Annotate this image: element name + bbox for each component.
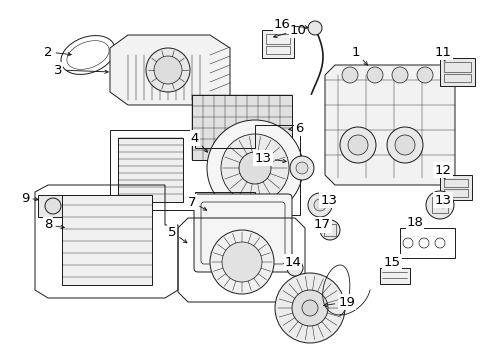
Text: 4: 4 <box>190 131 207 152</box>
Bar <box>443 62 470 72</box>
Bar <box>443 189 467 197</box>
Text: 17: 17 <box>313 219 330 231</box>
Circle shape <box>221 134 288 202</box>
Circle shape <box>206 120 303 216</box>
Text: 2: 2 <box>43 45 71 58</box>
Text: 10: 10 <box>273 23 306 38</box>
Circle shape <box>391 67 407 83</box>
Circle shape <box>209 230 273 294</box>
Bar <box>379 268 409 284</box>
Circle shape <box>425 191 453 219</box>
Circle shape <box>295 162 307 174</box>
Text: 9: 9 <box>21 192 38 204</box>
Circle shape <box>239 152 270 184</box>
Bar <box>439 58 474 86</box>
Bar <box>439 175 471 200</box>
Text: 5: 5 <box>167 225 186 243</box>
Circle shape <box>394 135 414 155</box>
Text: 13: 13 <box>254 152 285 165</box>
Circle shape <box>146 48 190 92</box>
Text: 19: 19 <box>323 296 355 309</box>
Circle shape <box>45 198 61 214</box>
Text: 8: 8 <box>44 219 64 231</box>
Text: 7: 7 <box>187 195 206 210</box>
Text: 12: 12 <box>434 163 450 179</box>
Circle shape <box>366 67 382 83</box>
Circle shape <box>302 300 317 316</box>
Text: 14: 14 <box>284 256 301 270</box>
Circle shape <box>386 127 422 163</box>
Text: 13: 13 <box>320 194 337 208</box>
Circle shape <box>274 273 345 343</box>
FancyBboxPatch shape <box>194 194 291 272</box>
Text: 3: 3 <box>54 63 108 77</box>
Bar <box>62 195 152 285</box>
Circle shape <box>222 242 262 282</box>
Polygon shape <box>325 65 454 185</box>
Text: 6: 6 <box>288 122 303 135</box>
Bar <box>265 34 289 44</box>
Circle shape <box>289 156 313 180</box>
Polygon shape <box>110 35 229 105</box>
Circle shape <box>154 56 182 84</box>
Text: 1: 1 <box>351 45 367 65</box>
Circle shape <box>291 290 327 326</box>
Circle shape <box>319 220 339 240</box>
Text: 15: 15 <box>383 256 400 269</box>
Bar <box>192 95 291 160</box>
Bar <box>431 197 447 213</box>
Circle shape <box>307 21 321 35</box>
Bar <box>262 30 293 58</box>
Bar <box>118 138 183 202</box>
Circle shape <box>347 135 367 155</box>
Circle shape <box>307 193 331 217</box>
Circle shape <box>416 67 432 83</box>
Bar <box>265 46 289 54</box>
Text: 18: 18 <box>406 216 423 230</box>
Bar <box>443 179 467 187</box>
Circle shape <box>341 67 357 83</box>
Circle shape <box>286 260 303 276</box>
Ellipse shape <box>61 36 115 75</box>
Circle shape <box>339 127 375 163</box>
Bar <box>38 195 68 217</box>
Text: 11: 11 <box>434 45 450 61</box>
Bar <box>443 74 470 82</box>
Text: 13: 13 <box>434 194 450 208</box>
Bar <box>399 228 454 258</box>
Circle shape <box>313 199 325 211</box>
Bar <box>324 224 335 236</box>
Text: 16: 16 <box>273 18 307 31</box>
